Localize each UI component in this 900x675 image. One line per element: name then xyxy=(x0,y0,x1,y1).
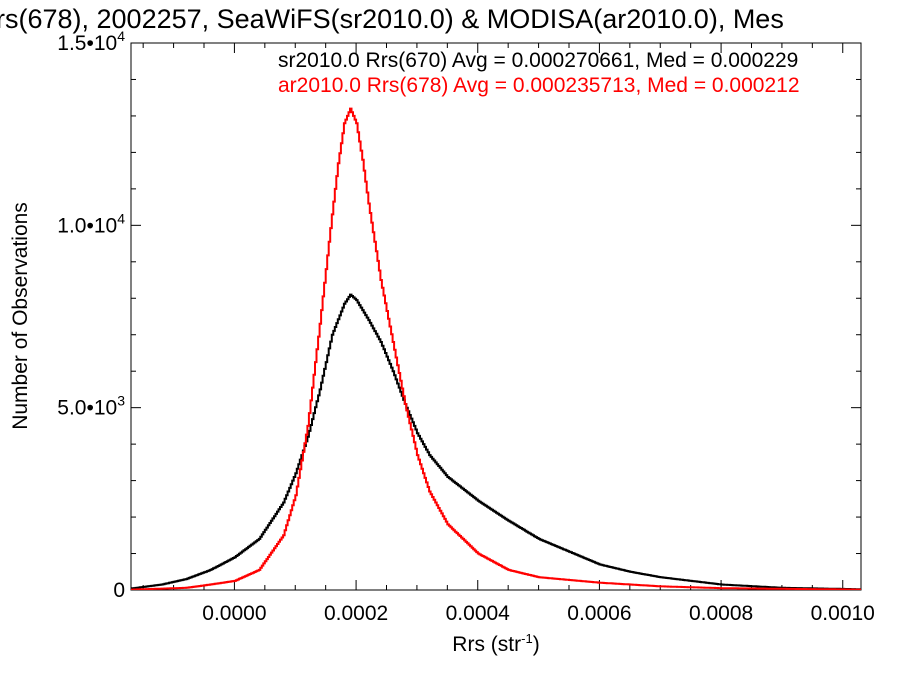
x-tick-label: 0.0002 xyxy=(324,602,388,625)
chart-title: rs(678), 2002257, SeaWiFS(sr2010.0) & MO… xyxy=(0,4,784,34)
x-tick-label: 0.0006 xyxy=(567,602,631,625)
legend-entry-0: sr2010.0 Rrs(670) Avg = 0.000270661, Med… xyxy=(278,49,798,72)
y-tick-label: 1.0•104 xyxy=(57,210,125,237)
x-axis-label: Rrs (str-1) xyxy=(452,631,539,656)
y-axis-label: Number of Observations xyxy=(9,202,32,430)
y-tick-label: 0 xyxy=(113,579,125,602)
legend-entry-1: ar2010.0 Rrs(678) Avg = 0.000235713, Med… xyxy=(278,74,800,97)
plot-frame xyxy=(130,42,862,591)
x-tick-label: 0.0010 xyxy=(811,602,875,625)
y-tick-label: 5.0•103 xyxy=(57,393,125,420)
x-tick-label: 0.0000 xyxy=(202,602,266,625)
x-tick-label: 0.0004 xyxy=(446,602,511,625)
series-line-1 xyxy=(131,107,861,590)
y-tick-label: 1.5•104 xyxy=(57,28,125,55)
x-tick-label: 0.0008 xyxy=(689,602,753,625)
series-line-0 xyxy=(131,293,861,590)
